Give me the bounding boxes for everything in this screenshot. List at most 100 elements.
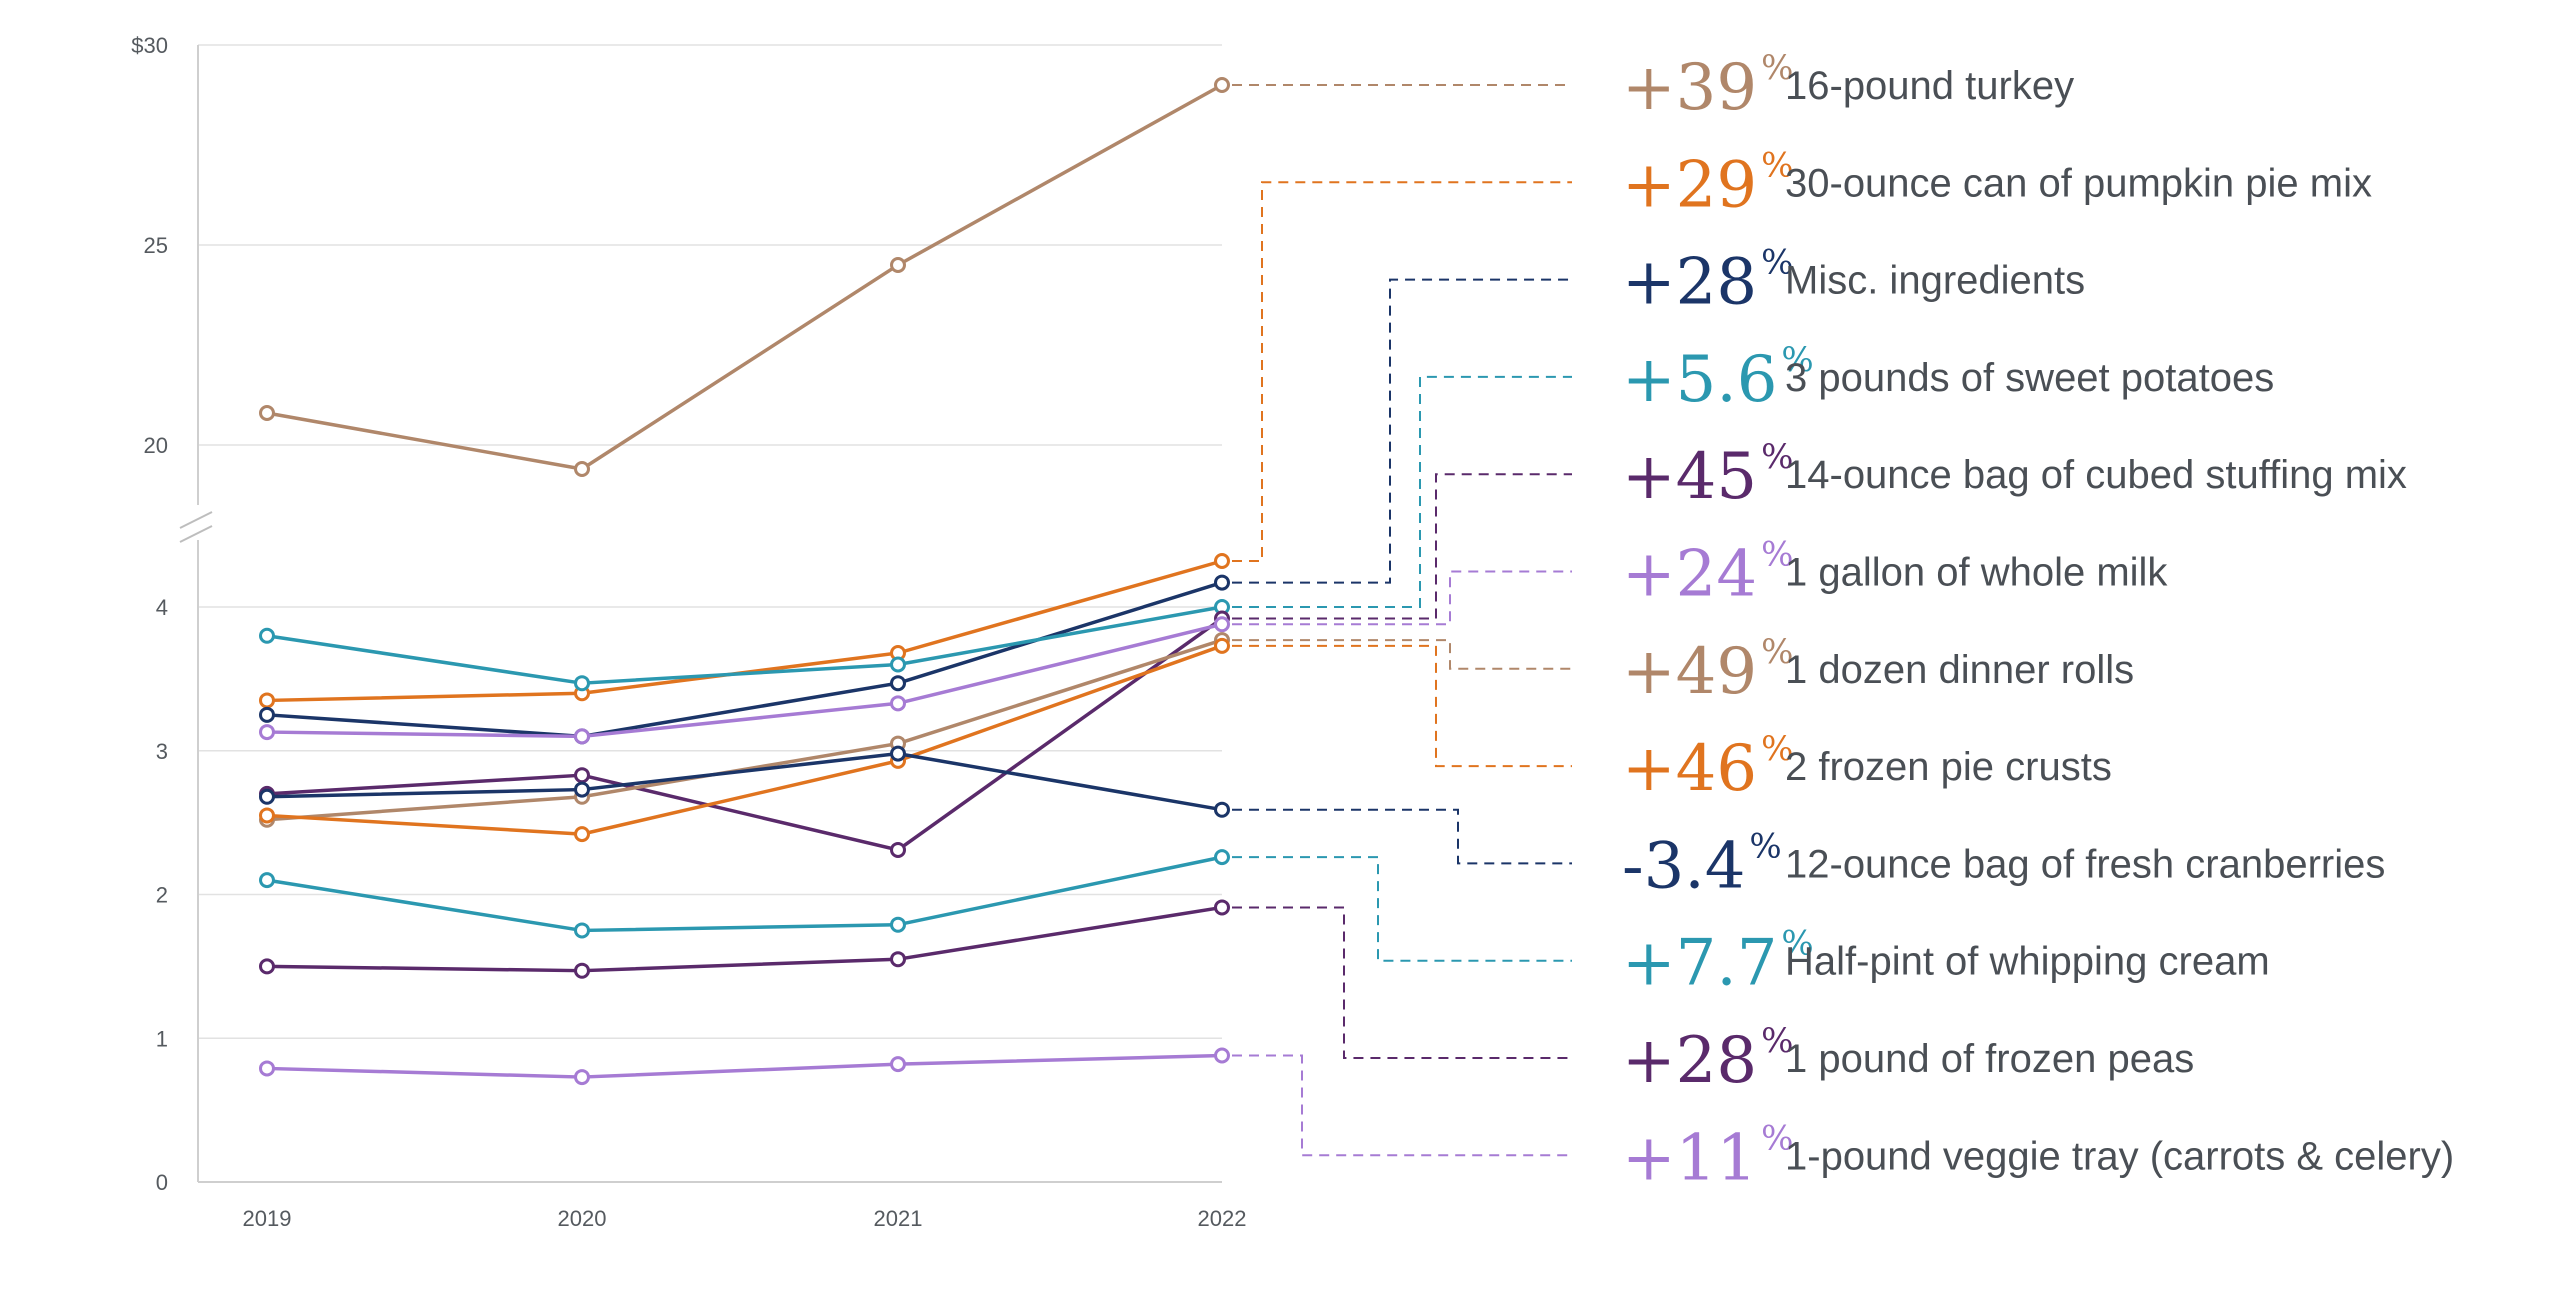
legend-percent-sign: %: [1761, 535, 1793, 575]
legend-change-value: +29: [1622, 148, 1757, 222]
data-point: [1214, 553, 1230, 569]
y-tick-labels: $30 25 20 4 3 2 1 0: [131, 33, 168, 1195]
legend-percent-sign: %: [1761, 1118, 1793, 1158]
y-tick-label: 2: [156, 883, 168, 908]
legend-label: 30-ounce can of pumpkin pie mix: [1785, 161, 2372, 205]
data-point: [1214, 616, 1230, 633]
legend-label: 1 dozen dinner rolls: [1785, 648, 2134, 692]
data-point: [890, 695, 906, 712]
data-point: [574, 675, 590, 692]
x-tick-label: 2019: [243, 1206, 292, 1231]
y-tick-label: $30: [131, 33, 168, 58]
legend-percent-sign: %: [1749, 826, 1781, 866]
data-point: [259, 692, 275, 709]
legend-change-value: +24: [1622, 538, 1757, 612]
leader-line: [1232, 570, 1572, 626]
legend-change-value: +5.6: [1622, 343, 1777, 417]
legend-change-value: +28: [1622, 1024, 1757, 1098]
leader-line: [1232, 808, 1572, 865]
x-tick-labels: 2019 2020 2021 2022: [243, 1206, 1247, 1231]
data-point: [574, 767, 590, 784]
y-tick-label: 3: [156, 739, 168, 764]
legend-label: Misc. ingredients: [1785, 259, 2085, 303]
axis-break-mark: [179, 511, 213, 529]
data-point: [890, 745, 906, 762]
legend-percent-sign: %: [1761, 632, 1793, 672]
legend-label: 1 gallon of whole milk: [1785, 551, 2168, 595]
data-point: [259, 706, 275, 723]
series-line: [266, 617, 1224, 852]
series-lines: [259, 77, 1230, 1086]
legend-change-value: -3.4: [1622, 829, 1745, 903]
data-point: [890, 656, 906, 673]
legend-percent-sign: %: [1781, 340, 1813, 380]
data-point: [574, 826, 590, 843]
data-point: [1214, 77, 1230, 93]
data-point: [574, 461, 590, 477]
x-tick-label: 2022: [1198, 1206, 1247, 1231]
data-point: [574, 728, 590, 745]
data-point: [890, 951, 906, 968]
legend-change-value: +49: [1622, 635, 1757, 709]
series-line: [266, 855, 1223, 933]
legend-change-value: +7.7: [1622, 927, 1777, 1001]
series-line: [266, 580, 1223, 739]
y-tick-label: 20: [144, 433, 168, 458]
leader-line: [1232, 906, 1572, 1059]
axes: [179, 45, 1222, 1183]
data-point: [1214, 574, 1230, 591]
data-point: [574, 962, 590, 979]
y-tick-label: 0: [156, 1170, 168, 1195]
series-line: [266, 644, 1223, 836]
leader-line: [1232, 639, 1572, 670]
legend-percent-sign: %: [1761, 729, 1793, 769]
data-point: [259, 627, 275, 644]
data-point: [890, 916, 906, 933]
legend-label: 3 pounds of sweet potatoes: [1785, 356, 2274, 400]
leader-line: [1232, 644, 1572, 768]
axis-break-mark: [179, 525, 213, 543]
legend-percent-sign: %: [1761, 145, 1793, 185]
legend-change-value: +11: [1622, 1121, 1757, 1195]
data-point: [890, 1056, 906, 1073]
y-tick-label: 25: [144, 233, 168, 258]
x-tick-label: 2021: [874, 1206, 923, 1231]
legend-label: 14-ounce bag of cubed stuffing mix: [1785, 453, 2407, 497]
data-point: [574, 1069, 590, 1086]
data-point: [1214, 801, 1230, 818]
series-line: [266, 905, 1223, 973]
data-point: [259, 807, 275, 824]
legend-label: 12-ounce bag of fresh cranberries: [1785, 842, 2385, 886]
data-point: [890, 675, 906, 692]
legend-label: 2 frozen pie crusts: [1785, 745, 2112, 789]
legend-percent-sign: %: [1781, 924, 1813, 964]
data-point: [890, 257, 906, 273]
legend-percent-sign: %: [1761, 1021, 1793, 1061]
data-point: [259, 872, 275, 889]
y-tick-label: 1: [156, 1026, 168, 1051]
data-point: [259, 724, 275, 741]
legend-change-value: +45: [1622, 440, 1757, 514]
data-point: [1214, 1047, 1230, 1064]
series-line: [266, 622, 1223, 739]
data-point: [259, 958, 275, 975]
legend-change-value: +28: [1622, 246, 1757, 320]
legend-label: 1-pound veggie tray (carrots & celery): [1785, 1134, 2454, 1178]
legend-change-value: +46: [1622, 732, 1757, 806]
leader-line: [1232, 1054, 1572, 1157]
data-point: [574, 781, 590, 798]
series-line: [266, 605, 1223, 685]
leader-line: [1232, 278, 1572, 584]
x-tick-label: 2020: [558, 1206, 607, 1231]
data-point: [1214, 637, 1230, 654]
data-point: [259, 788, 275, 805]
leader-line: [1232, 473, 1572, 620]
leader-line: [1232, 375, 1572, 608]
series-line: [266, 751, 1223, 812]
data-point: [259, 1060, 275, 1077]
data-point: [574, 922, 590, 939]
data-point: [259, 405, 275, 421]
leader-line: [1232, 856, 1572, 962]
legend-label: Half-pint of whipping cream: [1785, 940, 2270, 984]
